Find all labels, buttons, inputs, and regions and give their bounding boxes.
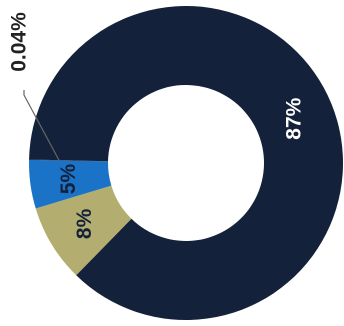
donut-segment xyxy=(29,159,109,162)
leader-line xyxy=(23,90,60,161)
donut-segment xyxy=(29,159,112,209)
value-label: 87% xyxy=(282,97,305,139)
value-label: 5% xyxy=(57,164,80,195)
donut-segment xyxy=(35,185,132,276)
value-label: 8% xyxy=(73,208,96,239)
value-label: 0.04% xyxy=(8,12,31,72)
donut-segment xyxy=(29,6,344,321)
